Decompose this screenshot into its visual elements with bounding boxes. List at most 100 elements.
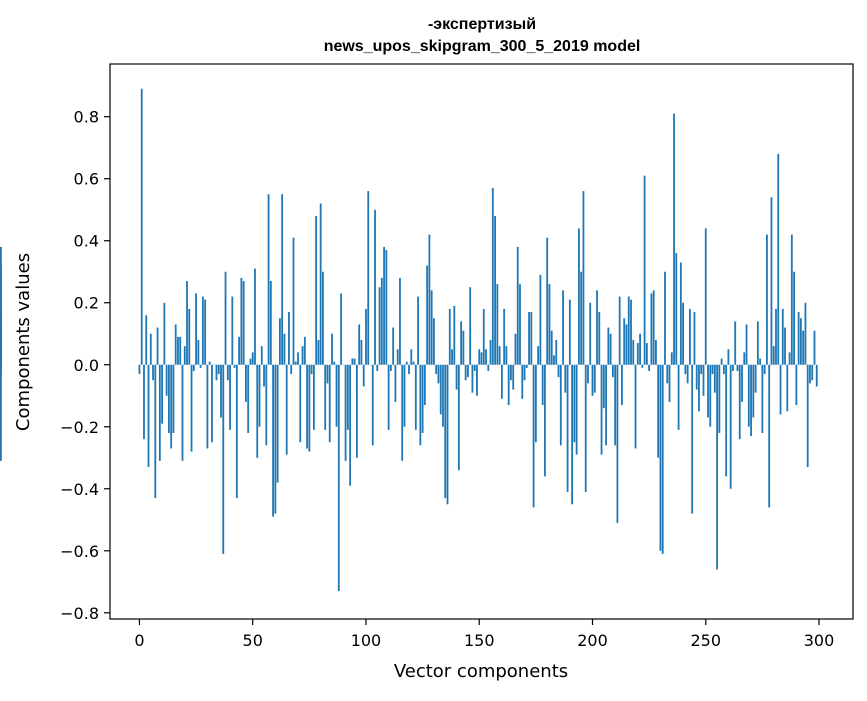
bar <box>204 300 206 365</box>
y-tick-label: 0.0 <box>74 356 99 375</box>
bar <box>596 290 598 364</box>
bar <box>535 365 537 443</box>
bar <box>157 328 159 365</box>
bar <box>641 365 643 368</box>
bar <box>166 365 168 396</box>
bar <box>234 365 236 368</box>
bar <box>200 365 202 368</box>
bar <box>139 365 141 374</box>
bar <box>506 346 508 365</box>
bar <box>648 365 650 371</box>
bar <box>392 328 394 365</box>
bar <box>170 365 172 449</box>
bar <box>773 346 775 365</box>
bar <box>222 365 224 554</box>
bar <box>594 365 596 393</box>
bar <box>173 365 175 433</box>
bar <box>408 365 410 374</box>
bar <box>614 365 616 446</box>
bar <box>714 365 716 393</box>
bar <box>657 365 659 458</box>
bar <box>401 365 403 461</box>
bar <box>664 272 666 365</box>
bar <box>361 340 363 365</box>
bar <box>188 309 190 365</box>
bar <box>530 312 532 365</box>
bar <box>216 365 218 381</box>
bar <box>318 340 320 365</box>
bar <box>691 365 693 514</box>
bar <box>703 365 705 396</box>
bar <box>607 328 609 365</box>
bar <box>761 365 763 433</box>
x-tick-label: 100 <box>351 631 382 650</box>
bar <box>431 290 433 364</box>
bar <box>150 334 152 365</box>
bar <box>549 284 551 365</box>
x-tick-label: 200 <box>577 631 608 650</box>
bar <box>639 334 641 365</box>
bar <box>499 346 501 365</box>
bar <box>669 365 671 402</box>
bar <box>175 324 177 364</box>
bar <box>154 365 156 498</box>
bar <box>494 216 496 365</box>
bar <box>419 365 421 446</box>
bar <box>617 365 619 523</box>
bar <box>637 343 639 365</box>
bar <box>687 365 689 384</box>
bar <box>725 365 727 477</box>
bar <box>666 365 668 384</box>
bar <box>367 191 369 365</box>
bar <box>743 352 745 364</box>
chart-title-line-2: news_upos_skipgram_300_5_2019 model <box>324 38 641 55</box>
bar <box>163 303 165 365</box>
bar <box>492 188 494 365</box>
bar <box>485 349 487 365</box>
bar <box>261 346 263 365</box>
bar <box>143 365 145 439</box>
bar <box>755 365 757 393</box>
bar <box>746 324 748 364</box>
bar <box>585 365 587 492</box>
bar <box>286 365 288 455</box>
bar <box>329 365 331 443</box>
y-axis-label: Components values <box>13 253 34 431</box>
bar <box>177 337 179 365</box>
bar <box>795 365 797 405</box>
bar <box>610 334 612 365</box>
bar <box>768 365 770 508</box>
bar <box>546 238 548 365</box>
bar <box>526 365 528 368</box>
bar <box>302 346 304 365</box>
bar <box>732 365 734 371</box>
bar <box>447 365 449 505</box>
bar <box>478 349 480 365</box>
bar <box>809 365 811 384</box>
bar <box>379 287 381 365</box>
bar <box>322 272 324 365</box>
bar <box>381 278 383 365</box>
bar <box>284 334 286 365</box>
x-tick-label: 300 <box>804 631 835 650</box>
bar <box>619 297 621 365</box>
bar <box>481 352 483 364</box>
bar <box>646 343 648 365</box>
bar <box>428 235 430 365</box>
bar <box>632 340 634 365</box>
bar <box>705 228 707 364</box>
bar <box>805 303 807 365</box>
bar <box>655 340 657 365</box>
bar <box>612 365 614 377</box>
bar <box>451 349 453 365</box>
bar <box>388 365 390 430</box>
bar <box>227 365 229 381</box>
bar <box>635 365 637 449</box>
bar <box>816 365 818 387</box>
bar <box>245 365 247 402</box>
bar <box>281 194 283 365</box>
bar <box>798 312 800 365</box>
bar <box>351 359 353 365</box>
bar <box>250 359 252 365</box>
bar <box>324 365 326 430</box>
